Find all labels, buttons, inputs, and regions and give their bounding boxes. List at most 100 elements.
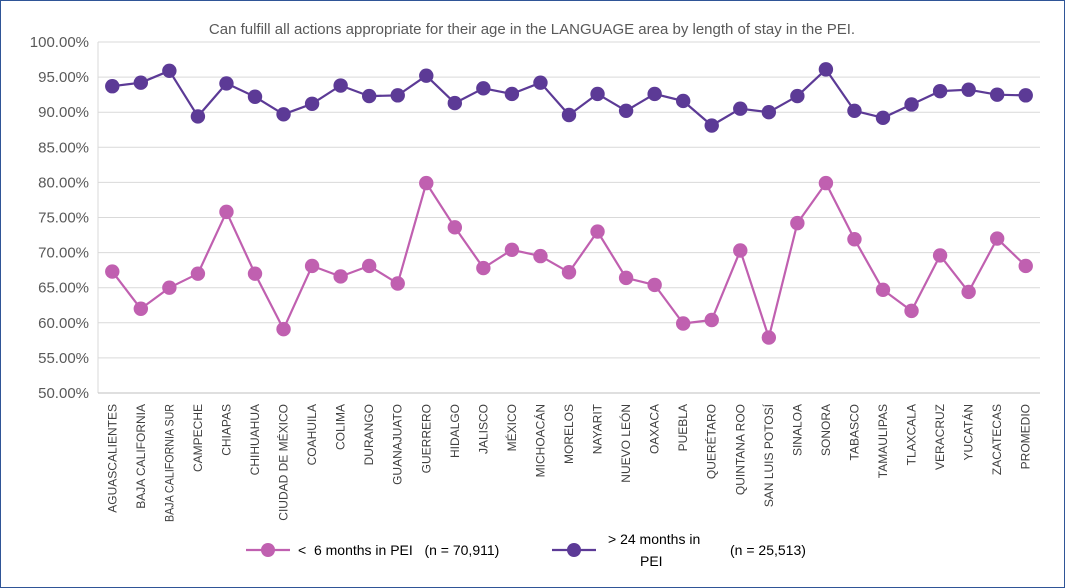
y-tick-label: 55.00% bbox=[38, 350, 89, 367]
legend-label-over-24-months-line2: PEI bbox=[640, 553, 663, 569]
data-point[interactable] bbox=[105, 79, 120, 94]
data-point[interactable] bbox=[504, 86, 520, 102]
data-point[interactable] bbox=[932, 248, 948, 263]
data-point[interactable] bbox=[361, 88, 377, 104]
data-point[interactable] bbox=[476, 81, 491, 96]
data-point[interactable] bbox=[733, 243, 748, 258]
data-point[interactable] bbox=[419, 68, 434, 83]
data-point[interactable] bbox=[989, 231, 1005, 246]
data-point[interactable] bbox=[219, 204, 234, 220]
data-point[interactable] bbox=[419, 175, 434, 191]
legend: < 6 months in PEI (n = 70,911) > 24 mont… bbox=[246, 531, 806, 569]
data-point[interactable] bbox=[561, 265, 577, 280]
data-point[interactable] bbox=[333, 78, 348, 93]
x-tick-label: CIUDAD DE MÉXICO bbox=[276, 404, 291, 521]
data-point[interactable] bbox=[333, 269, 348, 284]
x-tick-label: HIDALGO bbox=[448, 404, 462, 458]
x-tick-label: NUEVO LEÓN bbox=[618, 404, 633, 483]
data-point[interactable] bbox=[875, 282, 891, 298]
x-tick-label: BAJA CALIFORNIA bbox=[134, 404, 148, 509]
data-point[interactable] bbox=[618, 270, 634, 286]
x-tick-label: COAHUILA bbox=[305, 404, 319, 465]
data-point[interactable] bbox=[590, 224, 605, 239]
data-point[interactable] bbox=[590, 86, 605, 102]
data-point[interactable] bbox=[647, 86, 662, 102]
data-point[interactable] bbox=[904, 303, 919, 319]
x-tick-label: QUERÉTARO bbox=[704, 404, 719, 479]
data-point[interactable] bbox=[247, 266, 263, 281]
data-point[interactable] bbox=[647, 277, 662, 293]
series bbox=[105, 62, 1033, 345]
data-point[interactable] bbox=[219, 76, 234, 91]
data-point[interactable] bbox=[761, 105, 777, 120]
x-tick-label: SAN LUIS POTOSÍ bbox=[761, 403, 776, 507]
data-point[interactable] bbox=[476, 260, 491, 276]
data-point[interactable] bbox=[904, 97, 919, 112]
data-point[interactable] bbox=[561, 107, 577, 123]
data-point[interactable] bbox=[162, 280, 177, 295]
x-tick-label: PROMEDIO bbox=[1019, 404, 1033, 469]
data-point[interactable] bbox=[390, 276, 405, 291]
data-point[interactable] bbox=[447, 220, 463, 235]
data-point[interactable] bbox=[190, 109, 206, 124]
data-point[interactable] bbox=[932, 83, 948, 99]
legend-item-under-6-months[interactable]: < 6 months in PEI (n = 70,911) bbox=[246, 542, 499, 558]
x-tick-label: MICHOACÁN bbox=[532, 404, 547, 477]
data-point[interactable] bbox=[247, 89, 263, 104]
data-point[interactable] bbox=[875, 110, 891, 126]
data-point[interactable] bbox=[304, 96, 320, 111]
data-point[interactable] bbox=[675, 316, 691, 331]
data-point[interactable] bbox=[961, 284, 976, 300]
data-point[interactable] bbox=[818, 175, 834, 191]
data-point[interactable] bbox=[961, 82, 976, 97]
data-point[interactable] bbox=[190, 266, 206, 281]
data-point[interactable] bbox=[133, 75, 149, 90]
data-point[interactable] bbox=[761, 330, 777, 345]
x-tick-label: CHIHUAHUA bbox=[248, 404, 262, 475]
x-tick-label: ZACATECAS bbox=[990, 404, 1004, 475]
data-point[interactable] bbox=[1018, 258, 1033, 274]
y-tick-label: 85.00% bbox=[38, 139, 89, 156]
data-point[interactable] bbox=[533, 75, 548, 90]
data-point[interactable] bbox=[276, 321, 291, 337]
data-point[interactable] bbox=[533, 248, 548, 264]
data-point[interactable] bbox=[304, 258, 320, 274]
data-point[interactable] bbox=[133, 301, 149, 316]
y-tick-label: 65.00% bbox=[38, 280, 89, 297]
y-tick-label: 95.00% bbox=[38, 69, 89, 86]
series-under-6-months bbox=[105, 175, 1033, 345]
x-tick-label: GUERRERO bbox=[419, 404, 433, 473]
data-point[interactable] bbox=[105, 264, 120, 279]
legend-n-over-24-months: (n = 25,513) bbox=[730, 542, 806, 558]
data-point[interactable] bbox=[818, 62, 834, 77]
data-point[interactable] bbox=[847, 103, 862, 118]
x-tick-label: TABASCO bbox=[847, 404, 861, 460]
x-tick-label: GUANAJUATO bbox=[391, 404, 405, 485]
x-tick-label: AGUASCALIENTES bbox=[105, 404, 119, 513]
data-point[interactable] bbox=[618, 103, 634, 118]
x-tick-label: JALISCO bbox=[476, 404, 490, 454]
x-tick-label: MÉXICO bbox=[504, 404, 519, 451]
data-point[interactable] bbox=[733, 101, 748, 116]
y-tick-label: 75.00% bbox=[38, 210, 89, 227]
data-point[interactable] bbox=[447, 95, 463, 111]
data-point[interactable] bbox=[675, 93, 691, 109]
data-point[interactable] bbox=[790, 88, 805, 104]
legend-item-over-24-months[interactable]: > 24 months in PEI (n = 25,513) bbox=[552, 531, 806, 569]
data-point[interactable] bbox=[1018, 88, 1033, 103]
x-tick-label: CAMPECHE bbox=[191, 404, 205, 472]
legend-marker-over-24-months bbox=[567, 543, 581, 557]
x-tick-label: COLIMA bbox=[334, 404, 348, 450]
data-point[interactable] bbox=[847, 232, 862, 247]
data-point[interactable] bbox=[704, 118, 719, 133]
x-tick-label: OAXACA bbox=[648, 404, 662, 454]
data-point[interactable] bbox=[504, 242, 520, 257]
data-point[interactable] bbox=[276, 107, 291, 122]
data-point[interactable] bbox=[390, 88, 405, 103]
data-point[interactable] bbox=[989, 87, 1005, 102]
data-point[interactable] bbox=[704, 312, 719, 328]
data-point[interactable] bbox=[361, 258, 377, 274]
data-point[interactable] bbox=[162, 63, 177, 78]
y-tick-label: 70.00% bbox=[38, 245, 89, 262]
data-point[interactable] bbox=[790, 215, 805, 231]
